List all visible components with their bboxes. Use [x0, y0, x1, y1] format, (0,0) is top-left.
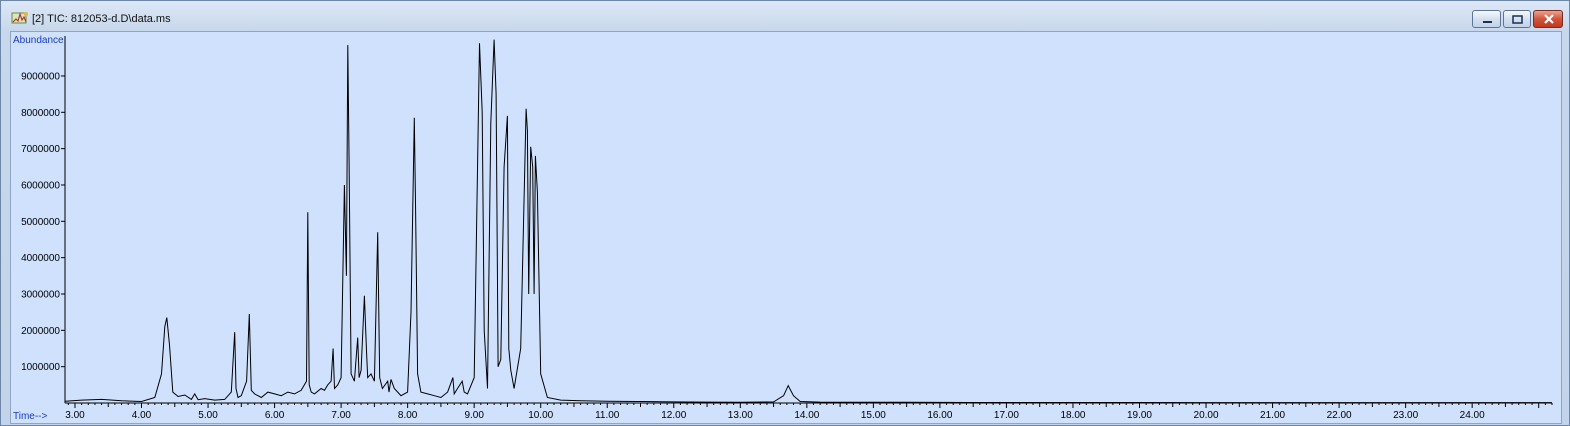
x-axis-title: Time--> — [13, 411, 48, 422]
x-tick-label: 8.00 — [398, 410, 418, 421]
x-tick-label: 16.00 — [927, 410, 952, 421]
title-bar[interactable]: [2] TIC: 812053-d.D\data.ms — [1, 1, 1569, 31]
y-axis-title: Abundance — [13, 35, 64, 46]
x-tick-label: 15.00 — [861, 410, 886, 421]
y-tick-label: 5000000 — [21, 217, 60, 228]
x-tick-label: 9.00 — [464, 410, 484, 421]
minimize-icon — [1483, 21, 1492, 23]
x-tick-label: 6.00 — [265, 410, 285, 421]
close-icon — [1544, 14, 1554, 24]
minimize-button[interactable] — [1472, 10, 1501, 28]
x-tick-label: 13.00 — [728, 410, 753, 421]
y-tick-label: 7000000 — [21, 144, 60, 155]
y-tick-label: 3000000 — [21, 289, 60, 300]
y-tick-label: 9000000 — [21, 71, 60, 82]
x-tick-label: 3.00 — [65, 410, 85, 421]
plot-area[interactable]: Abundance Time--> 1000000 2000000 3000000 4… — [10, 31, 1562, 424]
close-button[interactable] — [1533, 10, 1563, 28]
maximize-button[interactable] — [1503, 10, 1531, 28]
x-tick-label: 12.00 — [661, 410, 686, 421]
x-tick-label: 22.00 — [1327, 410, 1352, 421]
x-tick-label: 5.00 — [198, 410, 218, 421]
tic-trace-line — [64, 39, 1552, 404]
y-tick-label: 6000000 — [21, 180, 60, 191]
x-tick-label: 21.00 — [1260, 410, 1285, 421]
x-tick-label: 20.00 — [1194, 410, 1219, 421]
x-tick-label: 18.00 — [1060, 410, 1085, 421]
x-tick-label: 17.00 — [994, 410, 1019, 421]
y-tick-label: 8000000 — [21, 108, 60, 119]
x-tick-label: 19.00 — [1127, 410, 1152, 421]
tic-chart[interactable]: Abundance Time--> 1000000 2000000 3000000 4… — [11, 32, 1561, 423]
x-tick-label: 10.00 — [528, 410, 553, 421]
maximize-icon — [1512, 15, 1523, 24]
x-tick-label: 23.00 — [1393, 410, 1418, 421]
chromatogram-app-icon — [11, 11, 28, 24]
window-title: [2] TIC: 812053-d.D\data.ms — [32, 13, 171, 25]
x-tick-label: 11.00 — [595, 410, 620, 421]
x-tick-label: 4.00 — [132, 410, 152, 421]
x-tick-label: 24.00 — [1460, 410, 1485, 421]
y-tick-label: 2000000 — [21, 326, 60, 337]
y-tick-label: 4000000 — [21, 253, 60, 264]
x-tick-label: 14.00 — [794, 410, 819, 421]
x-tick-label: 7.00 — [331, 410, 351, 421]
y-tick-label: 1000000 — [21, 362, 60, 373]
